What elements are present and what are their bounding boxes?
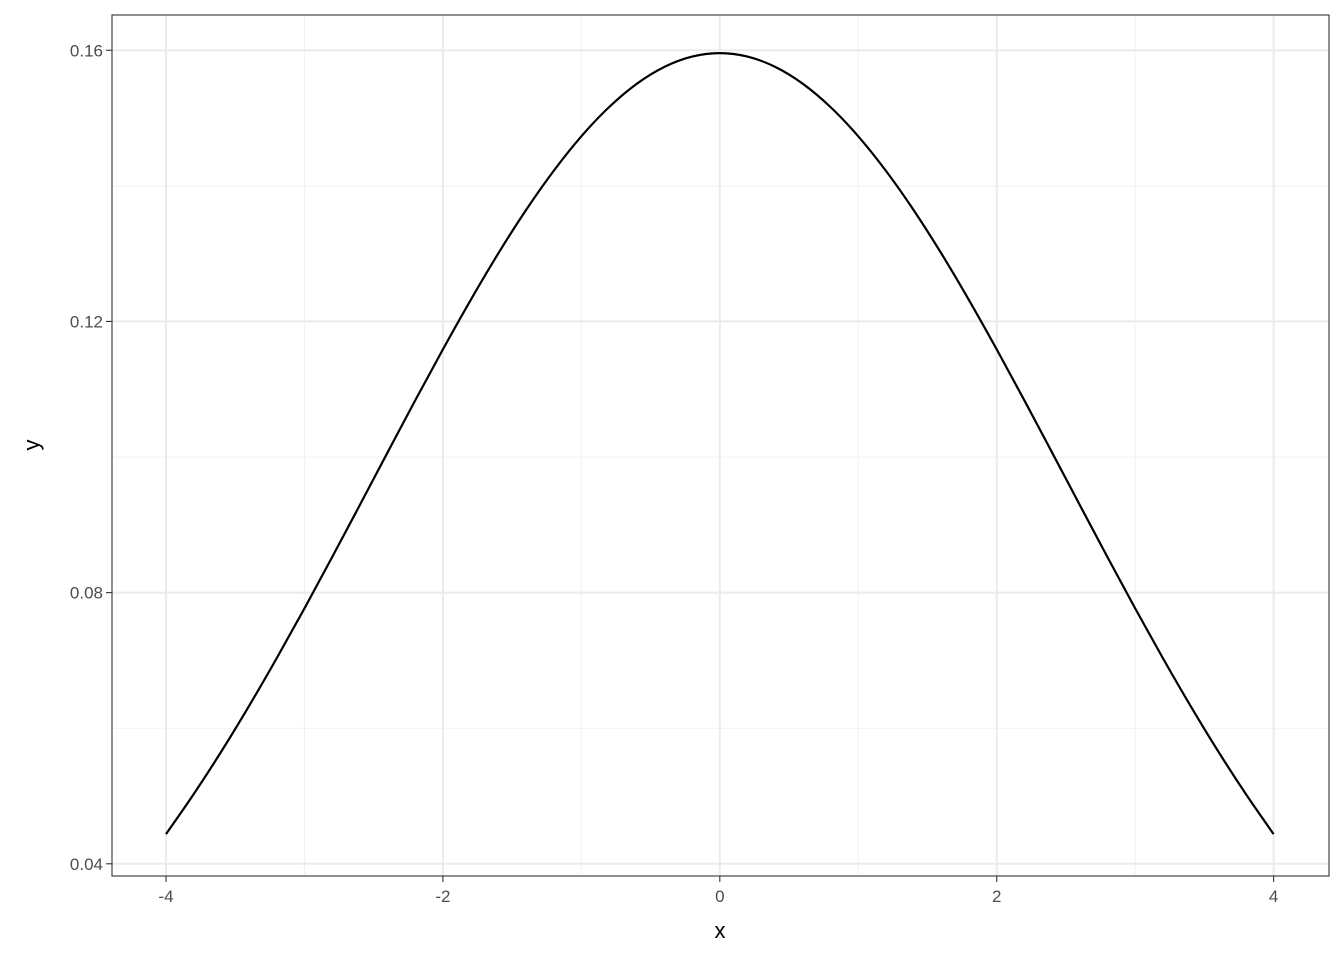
y-axis-label: y: [19, 440, 44, 451]
y-tick-label: 0.08: [70, 584, 103, 603]
panel-border: [111, 14, 1330, 877]
x-axis-label: x: [715, 918, 726, 943]
x-tick-label: 4: [1269, 887, 1278, 906]
y-tick-label: 0.16: [70, 41, 103, 60]
x-tick-label: 0: [715, 887, 724, 906]
y-tick-label: 0.12: [70, 312, 103, 331]
density-curve: [165, 52, 1275, 835]
x-tick-label: -2: [435, 887, 450, 906]
grid: [112, 15, 1329, 876]
y-tick-label: 0.04: [70, 855, 103, 874]
x-tick-label: -4: [158, 887, 173, 906]
x-tick-label: 2: [992, 887, 1001, 906]
axis-ticks: -4 -2 0 2 4 0.04 0.08 0.12 0.16: [70, 41, 1278, 906]
